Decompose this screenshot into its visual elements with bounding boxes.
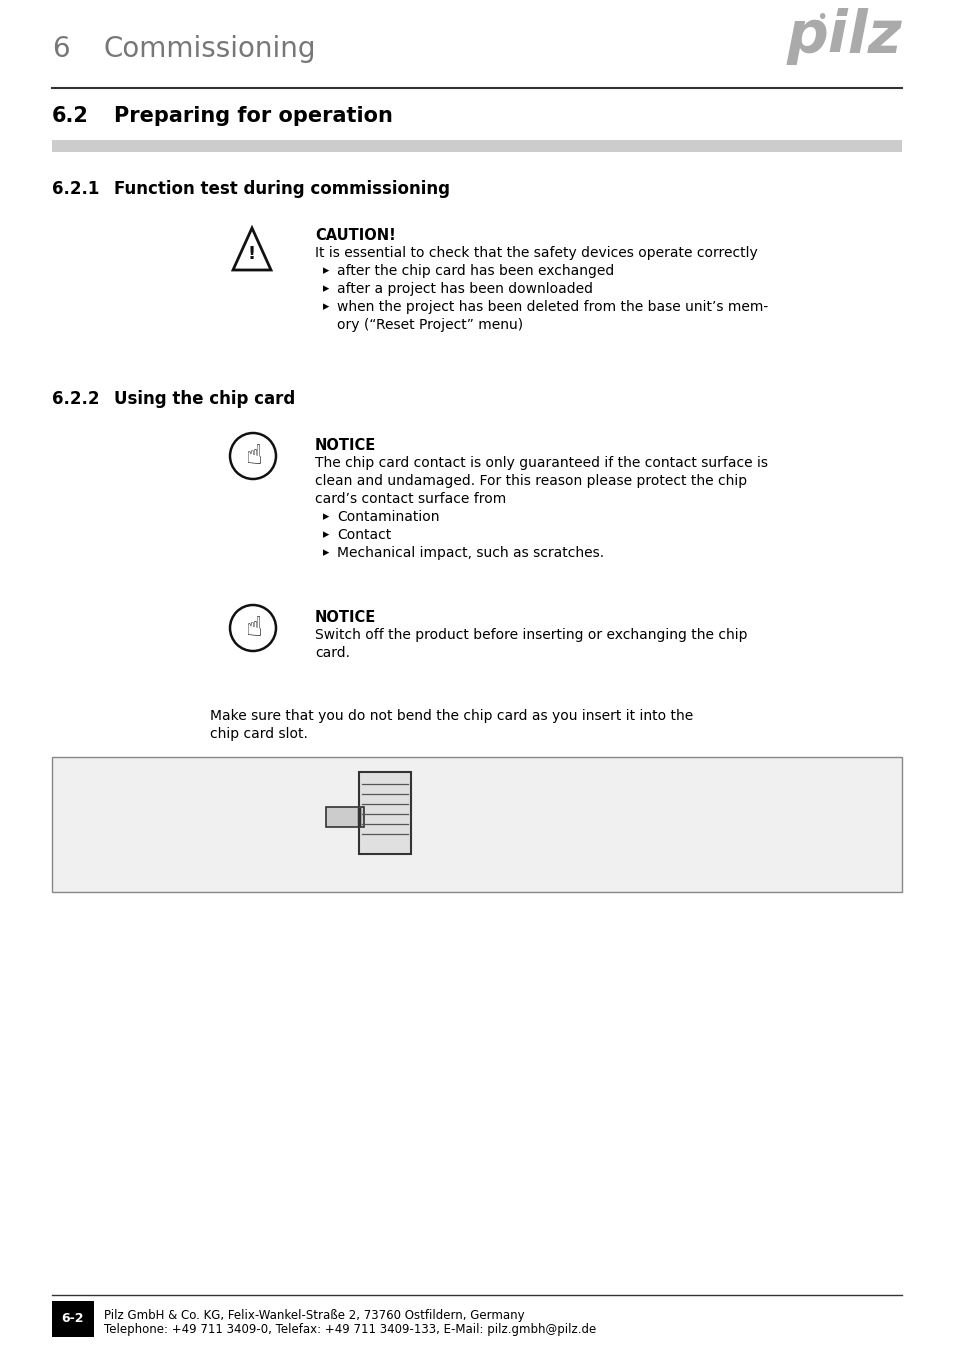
Text: after a project has been downloaded: after a project has been downloaded — [336, 282, 593, 296]
Text: NOTICE: NOTICE — [314, 437, 375, 454]
Text: It is essential to check that the safety devices operate correctly: It is essential to check that the safety… — [314, 246, 757, 261]
Text: card’s contact surface from: card’s contact surface from — [314, 491, 506, 506]
Text: ▸: ▸ — [323, 282, 329, 296]
Text: ☝: ☝ — [244, 441, 261, 470]
Text: clean and undamaged. For this reason please protect the chip: clean and undamaged. For this reason ple… — [314, 474, 746, 487]
Text: ory (“Reset Project” menu): ory (“Reset Project” menu) — [336, 319, 522, 332]
FancyBboxPatch shape — [326, 807, 364, 828]
Text: Make sure that you do not bend the chip card as you insert it into the: Make sure that you do not bend the chip … — [210, 709, 693, 724]
Text: chip card slot.: chip card slot. — [210, 728, 308, 741]
Text: 6.2.2: 6.2.2 — [52, 390, 99, 408]
Text: Commissioning: Commissioning — [104, 35, 316, 63]
Text: 6.2.1: 6.2.1 — [52, 180, 99, 198]
Text: The chip card contact is only guaranteed if the contact surface is: The chip card contact is only guaranteed… — [314, 456, 767, 470]
FancyBboxPatch shape — [358, 772, 411, 855]
Text: Function test during commissioning: Function test during commissioning — [113, 180, 450, 198]
Text: after the chip card has been exchanged: after the chip card has been exchanged — [336, 265, 614, 278]
Text: Telephone: +49 711 3409-0, Telefax: +49 711 3409-133, E-Mail: pilz.gmbh@pilz.de: Telephone: +49 711 3409-0, Telefax: +49 … — [104, 1323, 596, 1336]
Text: CAUTION!: CAUTION! — [314, 228, 395, 243]
Text: !: ! — [248, 246, 255, 263]
Text: ▸: ▸ — [323, 265, 329, 277]
Text: ▸: ▸ — [323, 545, 329, 559]
Text: Mechanical impact, such as scratches.: Mechanical impact, such as scratches. — [336, 545, 603, 560]
Text: Pilz GmbH & Co. KG, Felix-Wankel-Straße 2, 73760 Ostfildern, Germany: Pilz GmbH & Co. KG, Felix-Wankel-Straße … — [104, 1310, 524, 1322]
Text: card.: card. — [314, 647, 350, 660]
Text: NOTICE: NOTICE — [314, 610, 375, 625]
Text: when the project has been deleted from the base unit’s mem-: when the project has been deleted from t… — [336, 300, 767, 315]
Text: 6.2: 6.2 — [52, 107, 89, 126]
Text: ▸: ▸ — [323, 300, 329, 313]
Text: pilz: pilz — [785, 8, 901, 65]
FancyBboxPatch shape — [52, 757, 901, 892]
Text: Using the chip card: Using the chip card — [113, 390, 294, 408]
Text: Switch off the product before inserting or exchanging the chip: Switch off the product before inserting … — [314, 628, 747, 643]
Text: ▸: ▸ — [323, 510, 329, 522]
Text: Contamination: Contamination — [336, 510, 439, 524]
Text: •: • — [816, 8, 827, 27]
Text: Preparing for operation: Preparing for operation — [113, 107, 393, 126]
FancyBboxPatch shape — [52, 140, 901, 153]
Text: 6-2: 6-2 — [62, 1312, 84, 1326]
Text: ☝: ☝ — [244, 614, 261, 643]
FancyBboxPatch shape — [52, 1301, 94, 1336]
Text: 6: 6 — [52, 35, 70, 63]
Text: ▸: ▸ — [323, 528, 329, 541]
Text: Contact: Contact — [336, 528, 391, 541]
